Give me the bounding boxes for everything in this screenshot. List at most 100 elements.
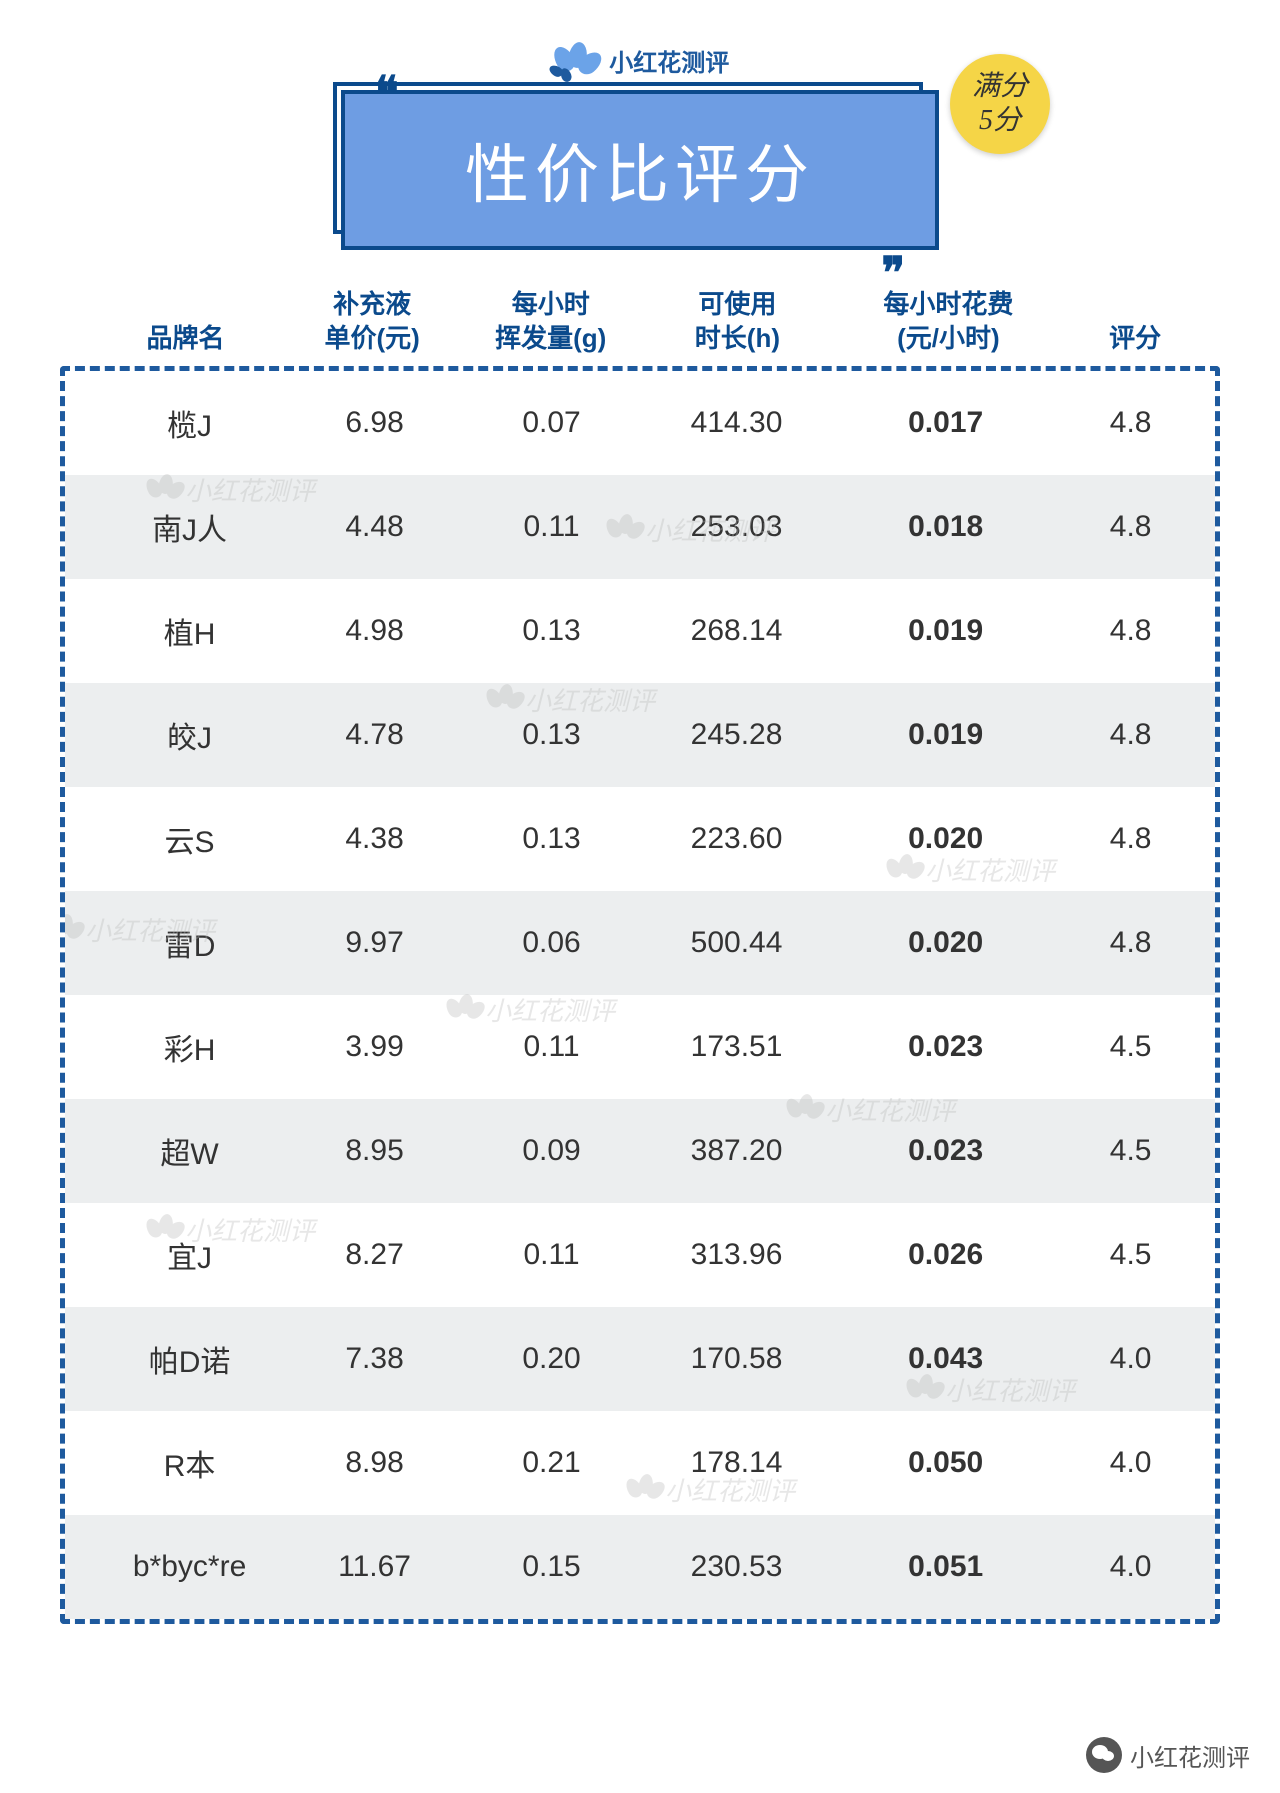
cell: 0.13 — [455, 718, 648, 752]
flower-icon — [551, 40, 601, 80]
cell: 0.023 — [825, 1030, 1066, 1064]
cell: 8.95 — [294, 1134, 455, 1168]
table-row: 超W8.950.09387.200.0234.5 — [65, 1099, 1215, 1203]
cell: 4.8 — [1066, 614, 1195, 648]
cell: 0.020 — [825, 926, 1066, 960]
quote-close-icon: ❞ — [881, 267, 905, 280]
cell: 178.14 — [648, 1446, 825, 1480]
cell: 0.050 — [825, 1446, 1066, 1480]
quote-open-icon: ❝ — [375, 86, 399, 99]
table-row: 宜J8.270.11313.960.0264.5 — [65, 1203, 1215, 1307]
cell: 0.11 — [455, 1238, 648, 1272]
score-badge: 满分 5分 — [950, 54, 1050, 154]
cell: 230.53 — [648, 1550, 825, 1584]
col-header: 补充液单价(元) — [291, 280, 453, 356]
cell: 313.96 — [648, 1238, 825, 1272]
cell: 8.98 — [294, 1446, 455, 1480]
cell: 253.03 — [648, 510, 825, 544]
cell: 0.018 — [825, 510, 1066, 544]
cell: 4.8 — [1066, 822, 1195, 856]
cell: 0.06 — [455, 926, 648, 960]
cell: 500.44 — [648, 926, 825, 960]
cell: 0.043 — [825, 1342, 1066, 1376]
cell: 4.98 — [294, 614, 455, 648]
cell: 6.98 — [294, 406, 455, 440]
cell: 0.020 — [825, 822, 1066, 856]
cell: 4.0 — [1066, 1446, 1195, 1480]
cell: 170.58 — [648, 1342, 825, 1376]
cell: 0.09 — [455, 1134, 648, 1168]
cell: 3.99 — [294, 1030, 455, 1064]
table-row: b*byc*re11.670.15230.530.0514.0 — [65, 1515, 1215, 1619]
cell: 4.8 — [1066, 926, 1195, 960]
cell: 榄J — [85, 401, 294, 445]
cell: 0.019 — [825, 614, 1066, 648]
cell: 0.051 — [825, 1550, 1066, 1584]
cell: R本 — [85, 1441, 294, 1485]
footer: 小红花测评 — [1086, 1737, 1250, 1773]
col-header: 可使用时长(h) — [648, 280, 827, 356]
cell: 8.27 — [294, 1238, 455, 1272]
cell: 4.5 — [1066, 1030, 1195, 1064]
page-title: 性价比评分 — [465, 139, 815, 211]
table-body: 榄J6.980.07414.300.0174.8南J人4.480.11253.0… — [60, 366, 1220, 1624]
logo-text: 小红花测评 — [609, 43, 729, 78]
cell: 0.15 — [455, 1550, 648, 1584]
cell: 4.8 — [1066, 406, 1195, 440]
footer-text: 小红花测评 — [1130, 1738, 1250, 1773]
cell: 7.38 — [294, 1342, 455, 1376]
table-row: 榄J6.980.07414.300.0174.8 — [65, 371, 1215, 475]
cell: 0.07 — [455, 406, 648, 440]
title-banner: ❝ 性价比评分 ❞ — [341, 90, 939, 250]
cell: 4.48 — [294, 510, 455, 544]
cell: 雷D — [85, 921, 294, 965]
cell: 4.0 — [1066, 1550, 1195, 1584]
cell: 皎J — [85, 713, 294, 757]
cell: 4.5 — [1066, 1134, 1195, 1168]
cell: 9.97 — [294, 926, 455, 960]
cell: 0.019 — [825, 718, 1066, 752]
cell: 0.11 — [455, 510, 648, 544]
cell: 4.5 — [1066, 1238, 1195, 1272]
cell: 4.38 — [294, 822, 455, 856]
cell: 宜J — [85, 1233, 294, 1277]
table-row: 雷D9.970.06500.440.0204.8 — [65, 891, 1215, 995]
cell: 223.60 — [648, 822, 825, 856]
badge-line1: 满分 — [972, 70, 1028, 104]
cell: 0.21 — [455, 1446, 648, 1480]
cell: 0.13 — [455, 822, 648, 856]
cell: 彩H — [85, 1025, 294, 1069]
col-header: 评分 — [1070, 280, 1200, 356]
table-row: 南J人4.480.11253.030.0184.8 — [65, 475, 1215, 579]
cell: 云S — [85, 817, 294, 861]
cell: 387.20 — [648, 1134, 825, 1168]
ratings-table: 品牌名补充液单价(元)每小时挥发量(g)可使用时长(h)每小时花费(元/小时)评… — [60, 280, 1220, 1624]
cell: 帕D诺 — [85, 1337, 294, 1381]
cell: b*byc*re — [85, 1550, 294, 1584]
cell: 超W — [85, 1129, 294, 1173]
table-row: 彩H3.990.11173.510.0234.5 — [65, 995, 1215, 1099]
cell: 4.0 — [1066, 1342, 1195, 1376]
table-row: 植H4.980.13268.140.0194.8 — [65, 579, 1215, 683]
table-row: 皎J4.780.13245.280.0194.8 — [65, 683, 1215, 787]
col-header: 每小时花费(元/小时) — [827, 280, 1070, 356]
cell: 414.30 — [648, 406, 825, 440]
cell: 268.14 — [648, 614, 825, 648]
table-row: R本8.980.21178.140.0504.0 — [65, 1411, 1215, 1515]
table-header: 品牌名补充液单价(元)每小时挥发量(g)可使用时长(h)每小时花费(元/小时)评… — [60, 280, 1220, 356]
table-row: 云S4.380.13223.600.0204.8 — [65, 787, 1215, 891]
cell: 4.78 — [294, 718, 455, 752]
cell: 植H — [85, 609, 294, 653]
col-header: 每小时挥发量(g) — [453, 280, 648, 356]
cell: 4.8 — [1066, 510, 1195, 544]
col-header: 品牌名 — [80, 280, 291, 356]
cell: 4.8 — [1066, 718, 1195, 752]
cell: 0.11 — [455, 1030, 648, 1064]
cell: 0.026 — [825, 1238, 1066, 1272]
cell: 0.017 — [825, 406, 1066, 440]
table-row: 帕D诺7.380.20170.580.0434.0 — [65, 1307, 1215, 1411]
badge-line2: 5分 — [979, 104, 1021, 138]
cell: 11.67 — [294, 1550, 455, 1584]
cell: 173.51 — [648, 1030, 825, 1064]
cell: 0.13 — [455, 614, 648, 648]
